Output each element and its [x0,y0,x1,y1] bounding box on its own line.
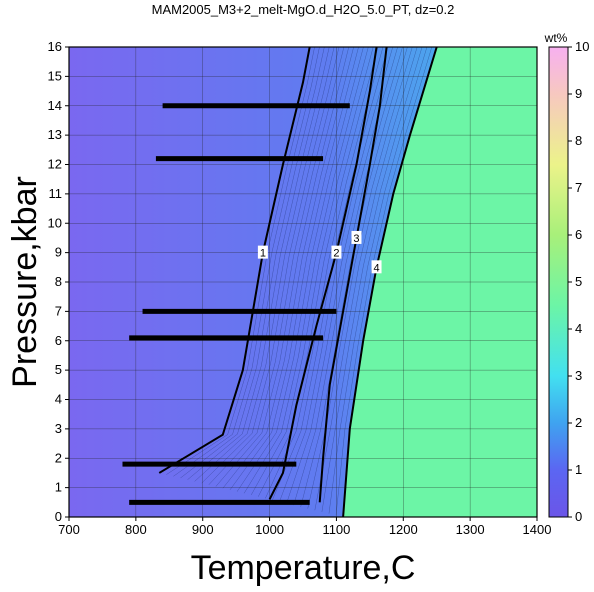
fine-contour [321,47,423,512]
fine-contour [243,47,369,494]
fine-contour [300,47,408,507]
fine-contour [222,47,354,489]
contour-label-text: 1 [260,248,266,260]
y-axis-label: Pressure,kbar [6,176,44,388]
contour-label-box [351,230,362,244]
y-tick-label: 15 [48,68,62,83]
y-tick-label: 16 [48,39,62,54]
colorbar-tick-label: 2 [575,415,582,430]
x-tick-label: 1300 [456,522,485,537]
y-tick-label: 9 [55,245,62,260]
contour-label: 3 [351,230,362,245]
chart-title: MAM2005_M3+2_melt-MgO.d_H2O_5.0_PT, dz=0… [152,2,455,17]
y-tick-label: 4 [55,392,62,407]
fine-contour [293,47,403,506]
x-tick-label: 1400 [523,522,552,537]
fine-contour [279,47,393,502]
colorbar-tick-label: 3 [575,368,582,383]
y-tick-label: 13 [48,127,62,142]
colorbar-tick-label: 5 [575,274,582,289]
contour-label: 4 [371,260,382,274]
fine-contour [229,47,359,491]
colorbar-tick-label: 1 [575,462,582,477]
fine-contour [272,47,389,501]
fine-contour [208,47,345,485]
fine-contour [201,47,340,484]
colorbar-tick-label: 8 [575,133,582,148]
fine-contour [265,47,384,499]
contour-label-box [331,245,342,259]
y-tick-label: 6 [55,333,62,348]
y-tick-label: 1 [55,480,62,495]
fine-contour [194,47,335,482]
colorbar-label: wt% [544,31,568,45]
y-tick-label: 0 [55,509,62,524]
contour-line-3 [318,47,388,503]
x-tick-label: 800 [125,522,147,537]
x-tick-label: 1100 [322,522,350,537]
y-tick-label: 5 [55,362,62,377]
y-tick-label: 14 [48,98,62,113]
colorbar-tick-label: 0 [575,509,582,524]
fine-contour [180,47,325,479]
contour-label-text: 2 [333,248,339,260]
artifact-bars [122,103,350,505]
contour-label-text: 4 [373,262,379,274]
colorbar-tick-label: 4 [575,321,582,336]
contour-label: 1 [257,245,268,260]
contour-label-text: 3 [353,233,359,245]
colorbar-tick-label: 10 [575,39,589,54]
colorbar-ticks: 0 1 2 3 4 5 6 7 8 9 10 [568,39,589,524]
colorbar-tick-label: 7 [575,180,582,195]
fine-contour [251,47,374,496]
contour-labels: 1 2 3 4 [257,230,382,274]
colorbar-tick-label: 6 [575,227,582,242]
contour-label-box [371,260,382,274]
fine-contour [215,47,349,487]
y-tick-label: 3 [55,421,62,436]
x-axis-ticks: 700 800 900 1000 1100 1200 1300 1400 [58,517,551,537]
fine-contour [187,47,330,480]
contour-label-box [257,245,268,259]
y-tick-label: 8 [55,274,62,289]
x-axis-label: Temperature,C [191,549,416,587]
x-tick-label: 1000 [255,522,284,537]
y-tick-label: 7 [55,303,62,318]
y-tick-label: 10 [48,215,62,230]
contour-label: 2 [331,245,342,260]
fine-contour [328,47,428,514]
fine-contour [173,47,320,477]
grid [69,47,537,517]
x-tick-label: 900 [192,522,214,537]
fine-contour [314,47,418,511]
x-tick-label: 1200 [389,522,418,537]
colorbar-tick-label: 9 [575,86,582,101]
y-tick-label: 11 [49,186,63,201]
y-tick-label: 12 [48,157,62,172]
x-tick-label: 700 [58,522,80,537]
colorbar [548,46,569,518]
y-tick-label: 2 [55,450,62,465]
